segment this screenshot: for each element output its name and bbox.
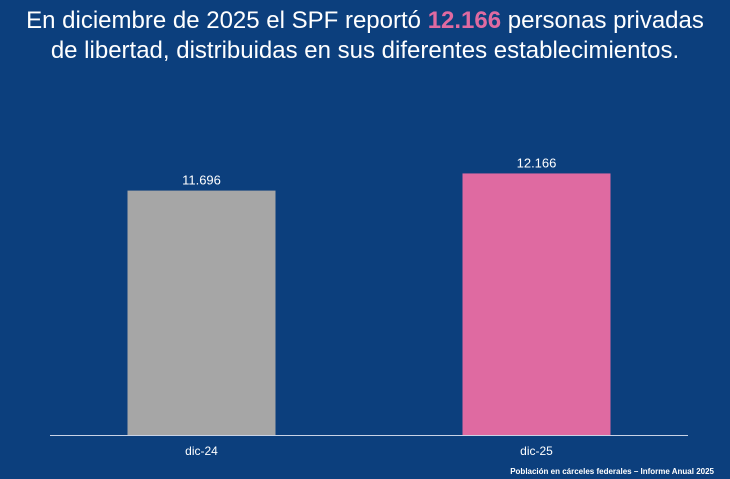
data-label-dic-24: 11.696 bbox=[182, 173, 221, 188]
x-tick-label-dic-25: dic-25 bbox=[520, 444, 553, 458]
x-tick-label-dic-24: dic-24 bbox=[185, 444, 218, 458]
title-text-end: personas privadas de libertad, distribui… bbox=[50, 7, 704, 64]
bar-dic-24 bbox=[127, 190, 276, 435]
data-label-dic-25: 12.166 bbox=[517, 155, 557, 170]
bar-dic-25 bbox=[462, 173, 611, 436]
chart-title: En diciembre de 2025 el SPF reportó 12.1… bbox=[20, 6, 710, 66]
title-text: En diciembre de 2025 el SPF reportó bbox=[26, 7, 428, 34]
footer-source: Población en cárceles federales – Inform… bbox=[510, 467, 714, 476]
title-highlight-value: 12.166 bbox=[427, 7, 502, 34]
